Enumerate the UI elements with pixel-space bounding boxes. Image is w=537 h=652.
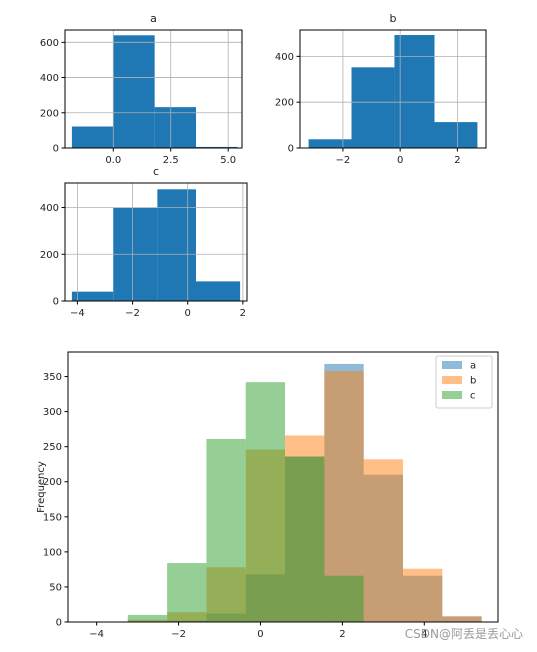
bar-b-7: [363, 459, 403, 622]
bar-1: [351, 67, 395, 148]
y-tick-label: 200: [40, 108, 59, 119]
y-tick-label: 150: [43, 512, 62, 523]
x-tick-label: −2: [171, 629, 186, 640]
legend-swatch-b: [442, 376, 462, 384]
y-tick-label: 400: [275, 52, 294, 63]
axes-frame: [299, 29, 487, 149]
bar-b-9: [442, 616, 482, 622]
x-tick-label: 0: [257, 629, 263, 640]
x-tick-label: 0: [185, 308, 191, 319]
x-tick-label: 5.0: [220, 155, 236, 166]
x-tick-label: 2: [240, 308, 246, 319]
bar-b-8: [402, 568, 443, 622]
y-tick-label: 300: [43, 407, 62, 418]
y-tick-label: 0: [53, 297, 59, 308]
y-tick-label: 600: [40, 38, 59, 49]
y-tick-label: 0: [288, 144, 294, 155]
bar-2: [157, 189, 196, 301]
x-tick-label: 2.5: [163, 155, 179, 166]
legend-label-b: b: [470, 376, 476, 387]
y-tick-label: 50: [49, 582, 62, 593]
y-tick-label: 400: [40, 73, 59, 84]
y-tick-label: 400: [40, 203, 59, 214]
y-tick-label: 250: [43, 442, 62, 453]
x-tick-label: 2: [454, 155, 460, 166]
bar-3: [434, 122, 478, 148]
subplot-title: c: [153, 165, 159, 178]
bar-0: [308, 139, 352, 148]
bar-c-5: [285, 456, 325, 622]
bar-2: [154, 107, 197, 148]
y-tick-label: 0: [53, 144, 59, 155]
legend: abc: [435, 355, 493, 409]
x-tick-label: −2: [125, 308, 140, 319]
subplot-title: b: [390, 12, 397, 25]
y-tick-label: 200: [275, 98, 294, 109]
bar-c-6: [324, 575, 364, 622]
y-tick-label: 350: [43, 372, 62, 383]
bar-c-1: [127, 614, 168, 622]
axes-frame: [64, 182, 248, 302]
bar-c-3: [206, 438, 246, 622]
bar-1: [113, 35, 155, 148]
overlay-histogram: −4 −2 0 2 4 0 50 100 150 200 250 300 350 Frequency abc: [36, 351, 499, 640]
x-tick-label: −2: [336, 155, 351, 166]
x-tick-label: 4: [421, 629, 427, 640]
axes-frame: [64, 29, 243, 149]
bar-3: [196, 146, 238, 148]
y-tick-label: 100: [43, 547, 62, 558]
bar-c-4: [245, 382, 286, 622]
y-tick-label: 200: [43, 477, 62, 488]
x-tick-label: −4: [89, 629, 104, 640]
subplot-title: a: [150, 12, 157, 25]
legend-swatch-a: [442, 361, 462, 369]
legend-label-c: c: [470, 391, 476, 402]
y-tick-label: 0: [56, 618, 62, 629]
axes-frame: [67, 351, 499, 623]
bar-3: [195, 281, 241, 301]
watermark: CSDN@阿丢是丢心心: [404, 627, 523, 641]
legend-label-a: a: [470, 361, 476, 372]
x-tick-label: 2: [339, 629, 345, 640]
y-axis-label: Frequency: [36, 461, 47, 513]
bar-c-2: [167, 563, 207, 622]
bar-0: [71, 291, 114, 301]
subplot-a: 0.0 2.5 5.0 0 200 400 600 a: [40, 12, 243, 166]
y-tick-label: 200: [40, 250, 59, 261]
bar-2: [394, 35, 435, 149]
subplot-b: −2 0 2 0 200 400 b: [275, 12, 487, 166]
subplot-c: −4 −2 0 2 0 200 400 c: [40, 165, 248, 319]
x-tick-label: −4: [70, 308, 85, 319]
x-tick-label: 0.0: [105, 155, 121, 166]
x-tick-label: 0: [397, 155, 403, 166]
legend-swatch-c: [442, 391, 462, 399]
bar-0: [71, 126, 114, 148]
